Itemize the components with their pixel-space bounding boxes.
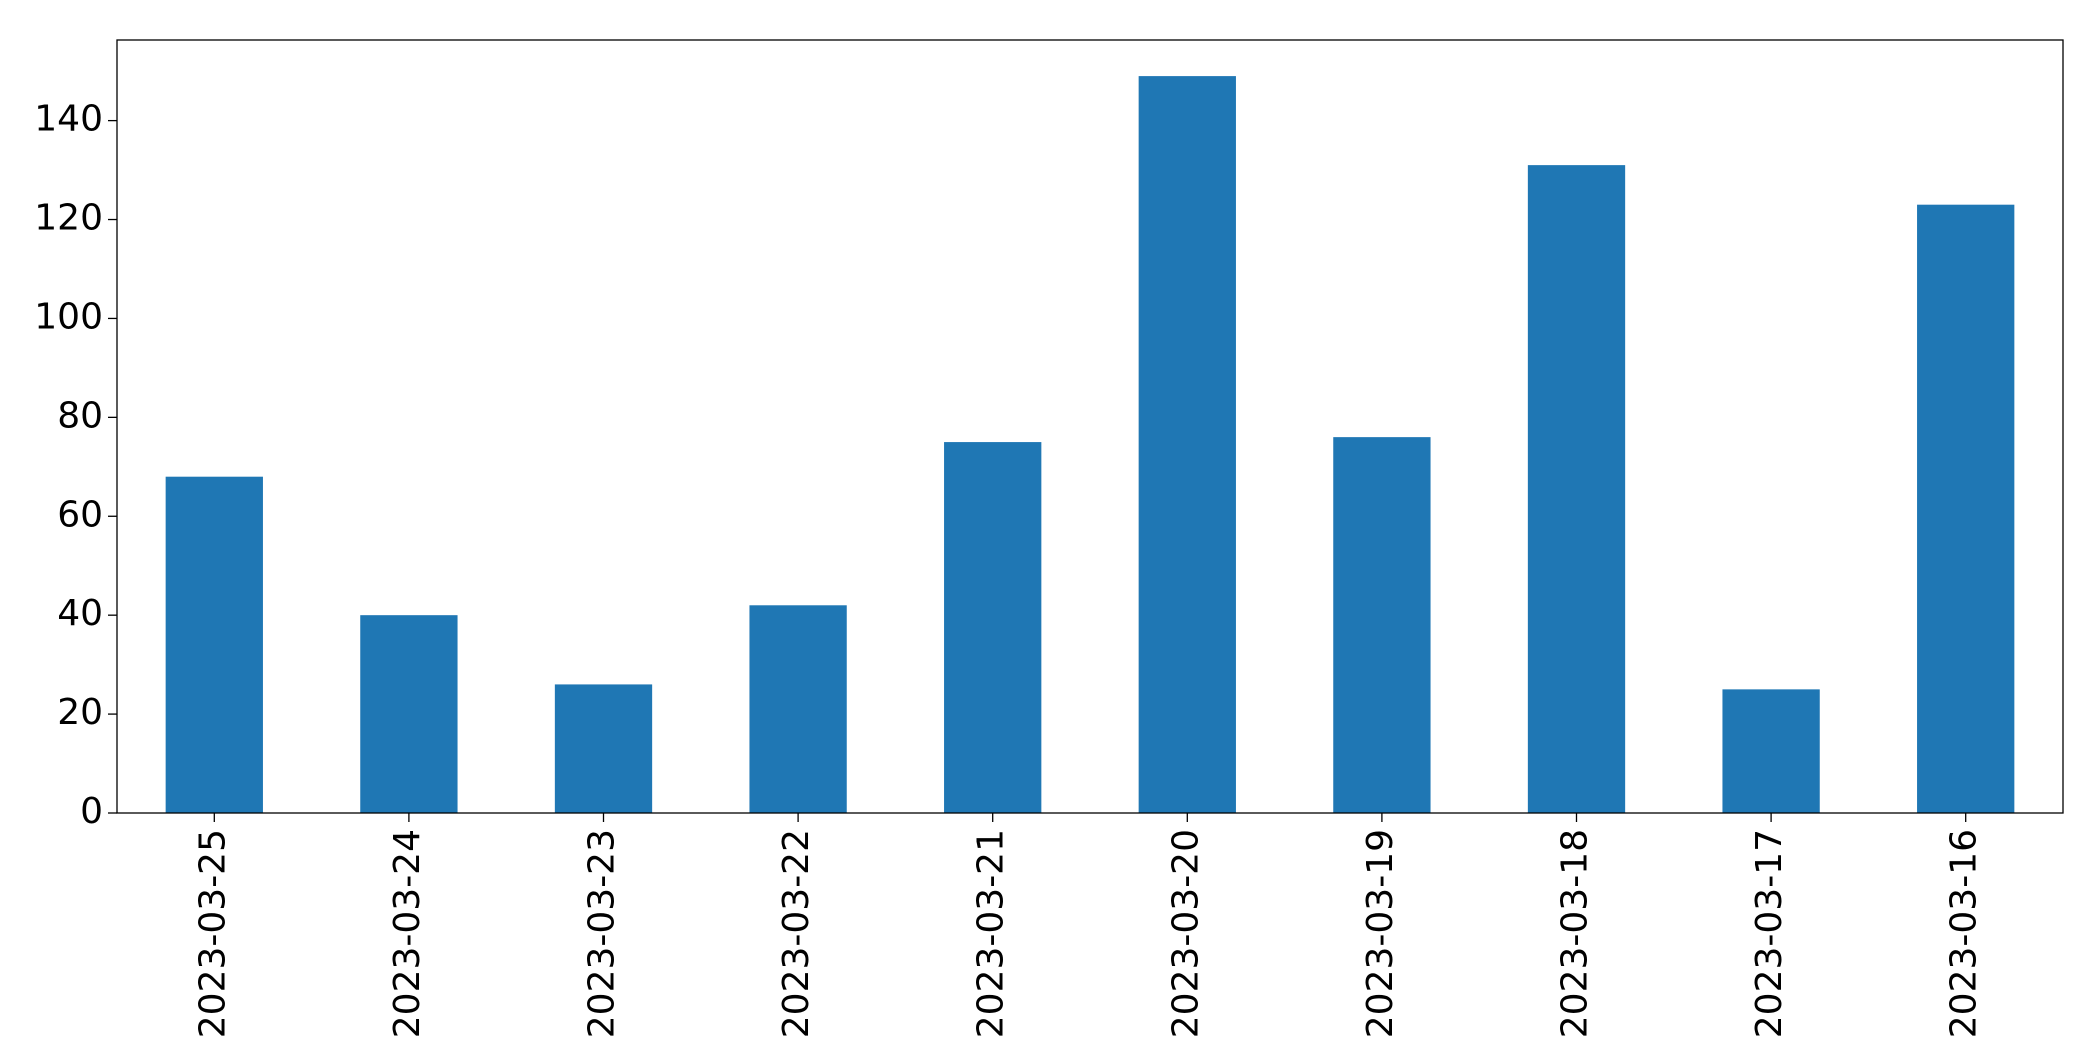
bar <box>1917 204 2015 813</box>
x-tick-label: 2023-03-23 <box>582 829 623 1038</box>
bar <box>1138 76 1236 813</box>
bar <box>1722 689 1820 813</box>
x-tick-label: 2023-03-25 <box>192 829 233 1038</box>
x-tick-label: 2023-03-20 <box>1165 829 1206 1038</box>
plot-frame <box>116 39 2064 814</box>
y-tick-label: 0 <box>80 791 103 832</box>
x-tick-label: 2023-03-19 <box>1360 829 1401 1038</box>
x-tick-label: 2023-03-21 <box>971 829 1012 1038</box>
bar <box>749 605 847 813</box>
y-tick-label: 120 <box>34 198 103 239</box>
x-tick-label: 2023-03-18 <box>1555 829 1596 1038</box>
bar <box>1333 437 1431 813</box>
bar <box>165 476 263 813</box>
x-tick-label: 2023-03-17 <box>1749 829 1790 1038</box>
x-tick-label: 2023-03-24 <box>387 829 428 1038</box>
y-tick-label: 80 <box>57 395 103 436</box>
y-tick-label: 40 <box>57 593 103 634</box>
bar <box>554 684 653 813</box>
x-tick-label: 2023-03-16 <box>1944 829 1985 1038</box>
x-tick-label: 2023-03-22 <box>776 829 817 1038</box>
y-tick-label: 20 <box>57 692 103 733</box>
bar <box>944 442 1042 813</box>
y-tick-label: 100 <box>34 296 103 337</box>
bar <box>1527 165 1626 813</box>
y-tick-label: 140 <box>34 99 103 140</box>
bar <box>360 615 458 813</box>
y-tick-label: 60 <box>57 494 103 535</box>
